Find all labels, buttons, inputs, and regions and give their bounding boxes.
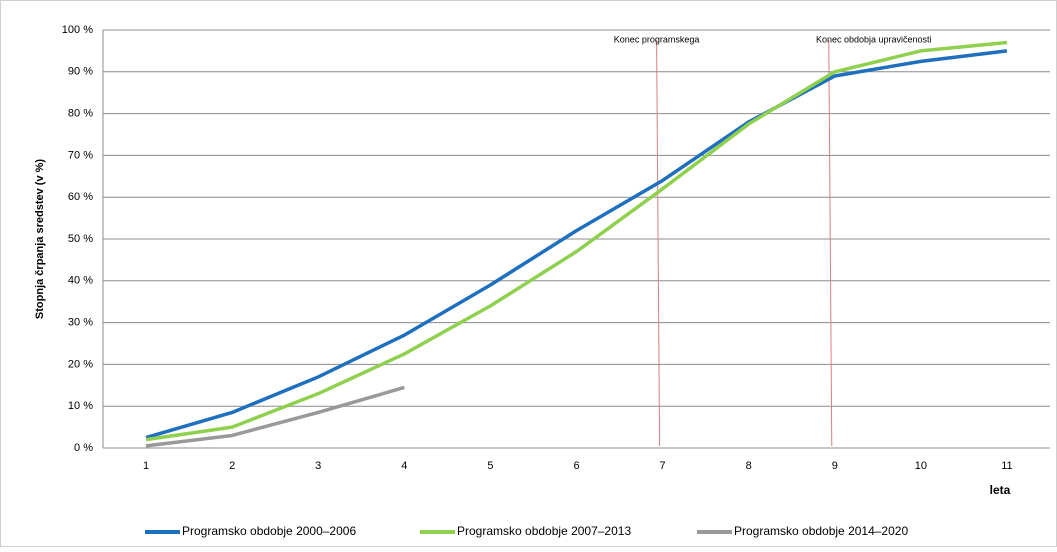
x-tick-label: 1 xyxy=(143,460,149,472)
legend-label: Programsko obdobje 2007–2013 xyxy=(457,524,631,538)
series-line xyxy=(145,40,1008,442)
series-line xyxy=(145,385,405,448)
y-tick-label: 80 % xyxy=(68,108,93,120)
y-tick-label: 30 % xyxy=(68,317,93,329)
x-tick-label: 10 xyxy=(915,460,927,472)
legend-label: Programsko obdobje 2000–2006 xyxy=(182,524,356,538)
annotation-line xyxy=(656,39,661,447)
series-line xyxy=(145,49,1008,440)
y-tick-label: 50 % xyxy=(68,233,93,245)
y-axis-label: Stopnja črpanja sredstev (v %) xyxy=(34,159,46,319)
x-tick-label: 6 xyxy=(573,460,579,472)
x-tick-label: 8 xyxy=(746,460,752,472)
x-tick-label: 3 xyxy=(315,460,321,472)
x-tick-label: 7 xyxy=(660,460,666,472)
y-tick-label: 40 % xyxy=(68,275,93,287)
y-tick-label: 70 % xyxy=(68,149,93,161)
annotation-text: Konec programskega xyxy=(614,34,700,44)
x-tick-label: 5 xyxy=(487,460,493,472)
x-axis-label: leta xyxy=(990,483,1011,497)
y-tick-label: 20 % xyxy=(68,358,93,370)
y-tick-label: 90 % xyxy=(68,66,93,78)
y-tick-label: 60 % xyxy=(68,191,93,203)
x-tick-label: 11 xyxy=(1001,460,1012,472)
x-tick-label: 2 xyxy=(229,460,235,472)
annotation-line xyxy=(828,39,833,447)
annotation-text: Konec obdobja upravičenosti xyxy=(816,34,932,44)
y-tick-label: 10 % xyxy=(68,400,93,412)
x-tick-label: 9 xyxy=(832,460,838,472)
y-tick-label: 100 % xyxy=(62,24,93,36)
x-tick-label: 4 xyxy=(401,460,407,472)
legend-label: Programsko obdobje 2014–2020 xyxy=(734,524,908,538)
y-tick-label: 0 % xyxy=(74,442,93,454)
